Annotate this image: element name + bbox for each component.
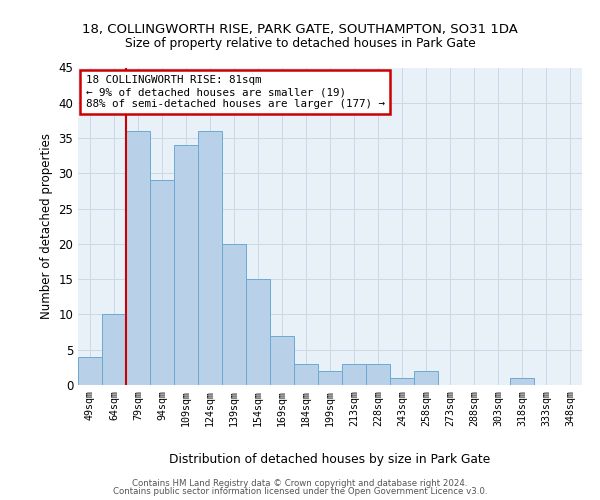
Text: Contains public sector information licensed under the Open Government Licence v3: Contains public sector information licen…: [113, 487, 487, 496]
Bar: [78, 357, 102, 385]
Bar: [294, 364, 318, 385]
Text: 18, COLLINGWORTH RISE, PARK GATE, SOUTHAMPTON, SO31 1DA: 18, COLLINGWORTH RISE, PARK GATE, SOUTHA…: [82, 22, 518, 36]
Text: Contains HM Land Registry data © Crown copyright and database right 2024.: Contains HM Land Registry data © Crown c…: [132, 478, 468, 488]
Bar: [126, 131, 150, 385]
Bar: [174, 145, 198, 385]
Bar: [342, 364, 366, 385]
Text: 18 COLLINGWORTH RISE: 81sqm
← 9% of detached houses are smaller (19)
88% of semi: 18 COLLINGWORTH RISE: 81sqm ← 9% of deta…: [86, 76, 385, 108]
Bar: [366, 364, 390, 385]
Text: Distribution of detached houses by size in Park Gate: Distribution of detached houses by size …: [169, 452, 491, 466]
Bar: [222, 244, 246, 385]
Bar: [318, 371, 342, 385]
Bar: [102, 314, 126, 385]
Bar: [150, 180, 174, 385]
Bar: [198, 131, 222, 385]
Text: Size of property relative to detached houses in Park Gate: Size of property relative to detached ho…: [125, 38, 475, 51]
Y-axis label: Number of detached properties: Number of detached properties: [40, 133, 53, 320]
Bar: [246, 279, 270, 385]
Bar: [390, 378, 414, 385]
Bar: [270, 336, 294, 385]
Bar: [510, 378, 534, 385]
Bar: [414, 371, 438, 385]
